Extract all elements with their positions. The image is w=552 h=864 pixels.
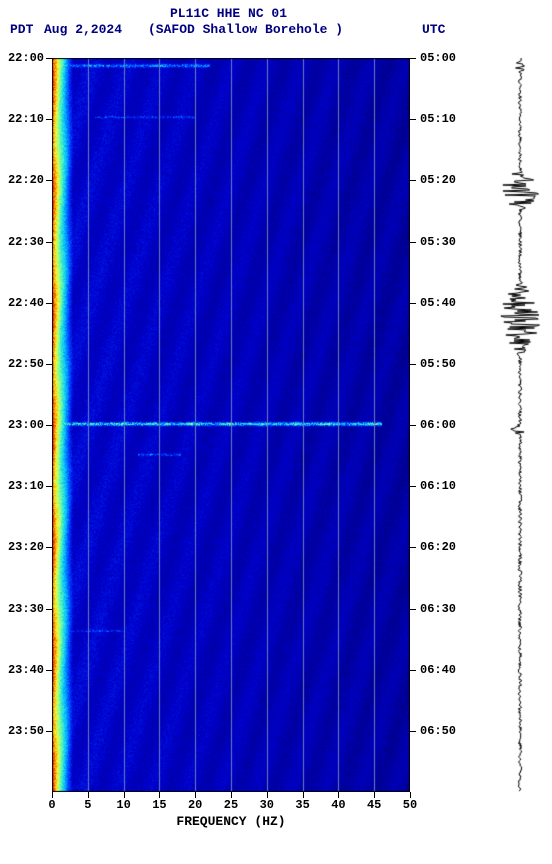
axis-tick — [46, 119, 52, 120]
tz-right-label: UTC — [422, 22, 445, 37]
spectrogram-plot — [52, 58, 410, 792]
axis-tick — [46, 547, 52, 548]
axis-tick-label: 50 — [403, 798, 417, 812]
axis-tick-label: 22:40 — [8, 296, 44, 310]
axis-tick-label: 20 — [188, 798, 202, 812]
x-axis-title: FREQUENCY (HZ) — [176, 814, 285, 829]
axis-tick-label: 35 — [295, 798, 309, 812]
axis-tick-label: 45 — [367, 798, 381, 812]
axis-tick-label: 06:50 — [420, 724, 456, 738]
date-label: Aug 2,2024 — [44, 22, 122, 37]
axis-tick-label: 22:30 — [8, 235, 44, 249]
seismogram-canvas — [498, 58, 542, 792]
axis-tick-label: 06:00 — [420, 418, 456, 432]
page-root: PL11C HHE NC 01 PDT Aug 2,2024 (SAFOD Sh… — [0, 0, 552, 864]
axis-tick — [410, 609, 416, 610]
axis-tick — [46, 303, 52, 304]
axis-tick — [410, 119, 416, 120]
axis-tick-label: 05:40 — [420, 296, 456, 310]
axis-tick — [46, 609, 52, 610]
axis-tick-label: 23:20 — [8, 540, 44, 554]
axis-tick — [410, 58, 416, 59]
axis-tick-label: 06:40 — [420, 663, 456, 677]
axis-tick-label: 23:40 — [8, 663, 44, 677]
spectrogram-canvas — [52, 58, 410, 792]
axis-tick-label: 22:50 — [8, 357, 44, 371]
axis-tick — [46, 670, 52, 671]
axis-tick-label: 05:50 — [420, 357, 456, 371]
axis-tick-label: 23:50 — [8, 724, 44, 738]
axis-tick-label: 05:10 — [420, 112, 456, 126]
axis-tick — [46, 180, 52, 181]
axis-tick-label: 10 — [116, 798, 130, 812]
axis-tick-label: 05:20 — [420, 173, 456, 187]
axis-tick-label: 40 — [331, 798, 345, 812]
axis-tick — [46, 731, 52, 732]
axis-tick — [46, 486, 52, 487]
axis-tick — [46, 425, 52, 426]
axis-tick — [410, 731, 416, 732]
axis-tick — [410, 486, 416, 487]
axis-tick-label: 06:30 — [420, 602, 456, 616]
axis-tick-label: 30 — [260, 798, 274, 812]
axis-tick-label: 05:00 — [420, 51, 456, 65]
station-label: (SAFOD Shallow Borehole ) — [148, 22, 343, 37]
axis-tick-label: 0 — [48, 798, 55, 812]
axis-tick-label: 06:10 — [420, 479, 456, 493]
axis-tick-label: 22:00 — [8, 51, 44, 65]
axis-tick-label: 23:10 — [8, 479, 44, 493]
axis-tick — [410, 242, 416, 243]
axis-tick-label: 5 — [84, 798, 91, 812]
axis-tick — [46, 364, 52, 365]
axis-tick — [410, 364, 416, 365]
title-line-1: PL11C HHE NC 01 — [170, 6, 287, 21]
axis-tick — [46, 242, 52, 243]
axis-tick — [410, 303, 416, 304]
axis-tick-label: 05:30 — [420, 235, 456, 249]
axis-tick-label: 25 — [224, 798, 238, 812]
tz-left-label: PDT — [10, 22, 33, 37]
axis-tick-label: 15 — [152, 798, 166, 812]
axis-tick — [410, 547, 416, 548]
axis-tick-label: 22:10 — [8, 112, 44, 126]
axis-tick-label: 23:30 — [8, 602, 44, 616]
axis-tick-label: 23:00 — [8, 418, 44, 432]
axis-tick-label: 22:20 — [8, 173, 44, 187]
axis-tick — [410, 425, 416, 426]
axis-tick — [410, 670, 416, 671]
axis-tick-label: 06:20 — [420, 540, 456, 554]
axis-tick — [410, 180, 416, 181]
axis-tick — [46, 58, 52, 59]
